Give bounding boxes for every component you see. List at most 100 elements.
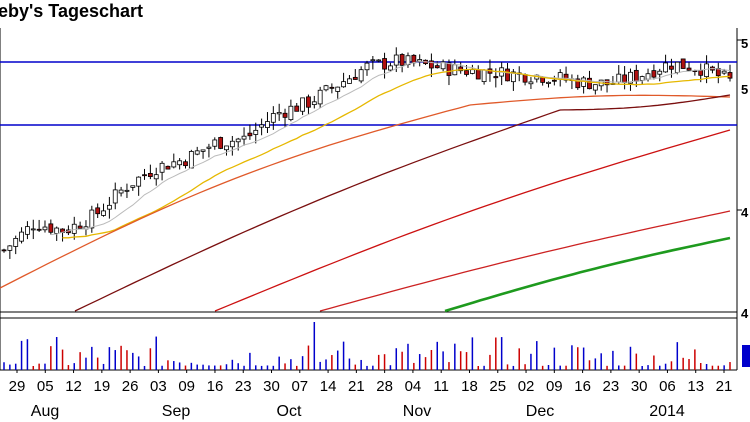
candle-body	[411, 54, 417, 64]
volume-pane	[0, 317, 737, 371]
candle-body	[358, 69, 364, 82]
candle-body	[235, 138, 241, 143]
candle-body	[212, 139, 218, 147]
candle-body	[704, 63, 709, 78]
x-tick-label: 09	[546, 378, 563, 395]
x-tick-label: 21	[716, 378, 733, 395]
candle-body	[493, 76, 499, 79]
x-tick-label: 25	[489, 378, 506, 395]
candle-body	[628, 71, 633, 84]
candle-body	[429, 60, 434, 69]
candle-body	[106, 204, 112, 210]
candle-body	[136, 176, 142, 187]
candle-body	[188, 151, 194, 169]
candle-body	[19, 231, 24, 242]
candle-body	[352, 76, 358, 80]
candle-body	[388, 65, 393, 71]
candle-body	[118, 189, 124, 194]
candle-body	[142, 174, 147, 177]
candle-body	[335, 86, 341, 92]
candle-body	[270, 113, 276, 123]
candle-body	[528, 81, 534, 85]
candle-body	[48, 223, 54, 233]
candle-body	[25, 226, 30, 235]
candle-body	[639, 76, 645, 81]
candle-body	[364, 62, 370, 71]
month-label: Sep	[162, 403, 191, 420]
candle-body	[101, 210, 106, 216]
candle-body	[341, 81, 346, 88]
candle-body	[13, 237, 19, 247]
candle-body	[42, 226, 48, 231]
right-axis: 5 5 4 4	[737, 36, 750, 367]
candle-body	[464, 70, 469, 75]
month-label: Aug	[31, 403, 59, 420]
candle-body	[229, 140, 235, 148]
ma-line	[74, 109, 561, 312]
candle-body	[376, 59, 382, 62]
x-tick-label: 16	[574, 378, 591, 395]
ma-line	[50, 61, 731, 236]
x-tick-label: 28	[376, 378, 393, 395]
candle-body	[347, 78, 352, 84]
candle-body	[546, 81, 551, 84]
ma-line	[62, 68, 731, 239]
x-tick-label: 13	[687, 378, 704, 395]
candle-body	[200, 149, 206, 152]
month-label: Oct	[277, 403, 302, 420]
x-tick-label: 14	[320, 378, 337, 395]
ma-line	[214, 129, 731, 312]
candle-body	[399, 54, 405, 66]
candle-body	[604, 79, 610, 86]
candle-body	[721, 70, 727, 74]
candle-body	[36, 228, 42, 231]
x-tick-label: 11	[433, 378, 449, 395]
x-tick-label: 18	[461, 378, 478, 395]
candle-body	[71, 223, 77, 234]
x-tick-label: 02	[518, 378, 535, 395]
candle-body	[171, 161, 177, 168]
right-axis-label: 4	[741, 205, 749, 220]
candle-body	[130, 185, 136, 188]
candle-body	[622, 74, 628, 83]
candle-body	[159, 162, 165, 173]
candle-body	[698, 69, 704, 76]
candle-body	[434, 65, 440, 69]
candle-body	[147, 173, 153, 177]
candle-body	[30, 228, 36, 231]
candle-body	[592, 84, 598, 91]
x-tick-label: 05	[37, 378, 54, 395]
x-tick-label: 23	[235, 378, 252, 395]
ma-line	[319, 210, 731, 312]
month-label: Nov	[403, 403, 431, 420]
ma-line	[559, 94, 731, 111]
candle-body	[317, 89, 323, 105]
candle-body	[458, 66, 464, 72]
candle-body	[481, 69, 487, 83]
x-tick-label: 30	[263, 378, 280, 395]
candle-body	[663, 62, 668, 73]
chart-title: eby's Tageschart	[0, 1, 144, 21]
candle-body	[218, 137, 224, 149]
x-tick-label: 16	[207, 378, 224, 395]
candle-body	[370, 59, 376, 62]
x-tick-label: 03	[150, 378, 167, 395]
candle-body	[247, 132, 253, 137]
x-tick-label: 19	[93, 378, 110, 395]
candle-body	[112, 189, 118, 204]
candle-body	[265, 121, 270, 128]
month-label: Dec	[526, 403, 554, 420]
candle-body	[165, 165, 171, 170]
candle-body	[616, 73, 622, 83]
price-pane	[0, 28, 738, 370]
candle-body	[95, 207, 101, 215]
x-tick-label: 12	[65, 378, 82, 395]
candle-body	[505, 68, 510, 82]
candle-body	[382, 58, 387, 70]
candle-body	[680, 58, 686, 69]
candle-body	[1, 249, 7, 252]
right-axis-label: 5	[741, 82, 748, 97]
candle-body	[206, 146, 212, 149]
x-tick-label: 21	[348, 378, 365, 395]
